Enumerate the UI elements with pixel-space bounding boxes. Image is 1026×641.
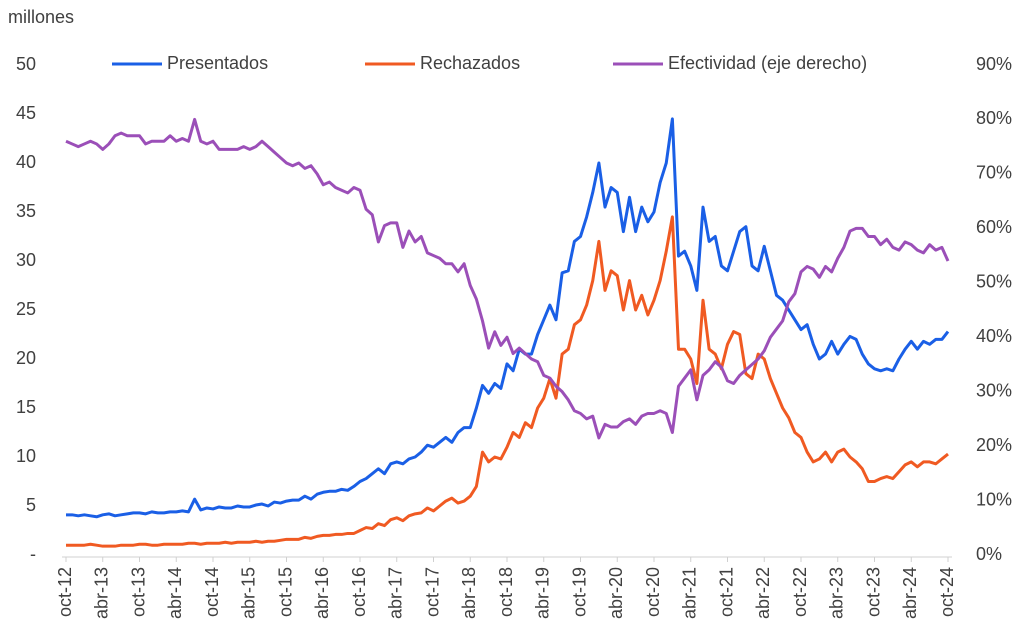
y-tick-label: -	[30, 544, 36, 564]
y-tick-label: 35	[16, 201, 36, 221]
x-tick-label: oct-24	[937, 567, 957, 617]
y-tick-label: 15	[16, 397, 36, 417]
x-tick-label: abr-14	[165, 567, 185, 619]
x-tick-label: abr-16	[312, 567, 332, 619]
x-tick-label: oct-14	[202, 567, 222, 617]
x-tick-label: oct-21	[716, 567, 736, 617]
x-tick-label: abr-24	[900, 567, 920, 619]
x-tick-label: oct-18	[496, 567, 516, 617]
y-tick-label: 25	[16, 299, 36, 319]
y-tick-label: 30	[16, 250, 36, 270]
y-tick-label: 0%	[976, 544, 1002, 564]
x-tick-label: abr-22	[753, 567, 773, 619]
series-line	[66, 215, 949, 548]
y-tick-label: 20%	[976, 435, 1012, 455]
legend-label: Presentados	[167, 53, 268, 73]
x-tick-label: oct-23	[863, 567, 883, 617]
y-tick-label: 60%	[976, 217, 1012, 237]
y-tick-label: 20	[16, 348, 36, 368]
x-tick-label: oct-12	[55, 567, 75, 617]
legend-label: Rechazados	[420, 53, 520, 73]
x-tick-label: oct-22	[790, 567, 810, 617]
x-tick-label: oct-17	[422, 567, 442, 617]
x-tick-label: oct-13	[128, 567, 148, 617]
y-tick-label: 80%	[976, 108, 1012, 128]
x-tick-label: abr-17	[386, 567, 406, 619]
x-tick-label: oct-19	[569, 567, 589, 617]
y-axis-label: millones	[8, 7, 74, 27]
x-tick-label: abr-23	[827, 567, 847, 619]
y-tick-label: 30%	[976, 380, 1012, 400]
x-tick-label: oct-16	[349, 567, 369, 617]
series-line	[66, 117, 950, 519]
y-tick-label: 70%	[976, 163, 1012, 183]
y-tick-label: 10%	[976, 489, 1012, 509]
x-tick-label: abr-13	[92, 567, 112, 619]
y-tick-label: 40	[16, 152, 36, 172]
x-tick-label: oct-20	[643, 567, 663, 617]
y-tick-label: 40%	[976, 326, 1012, 346]
y-tick-label: 50	[16, 54, 36, 74]
legend-label: Efectividad (eje derecho)	[668, 53, 867, 73]
x-tick-label: abr-19	[533, 567, 553, 619]
x-tick-label: abr-15	[239, 567, 259, 619]
y-tick-label: 10	[16, 446, 36, 466]
y-tick-label: 45	[16, 103, 36, 123]
x-tick-label: abr-20	[606, 567, 626, 619]
x-tick-label: abr-21	[680, 567, 700, 619]
y-tick-label: 50%	[976, 272, 1012, 292]
x-tick-label: abr-18	[459, 567, 479, 619]
series-line	[65, 117, 950, 440]
y-tick-label: 5	[26, 495, 36, 515]
y-tick-label: 90%	[976, 54, 1012, 74]
x-tick-label: oct-15	[275, 567, 295, 617]
